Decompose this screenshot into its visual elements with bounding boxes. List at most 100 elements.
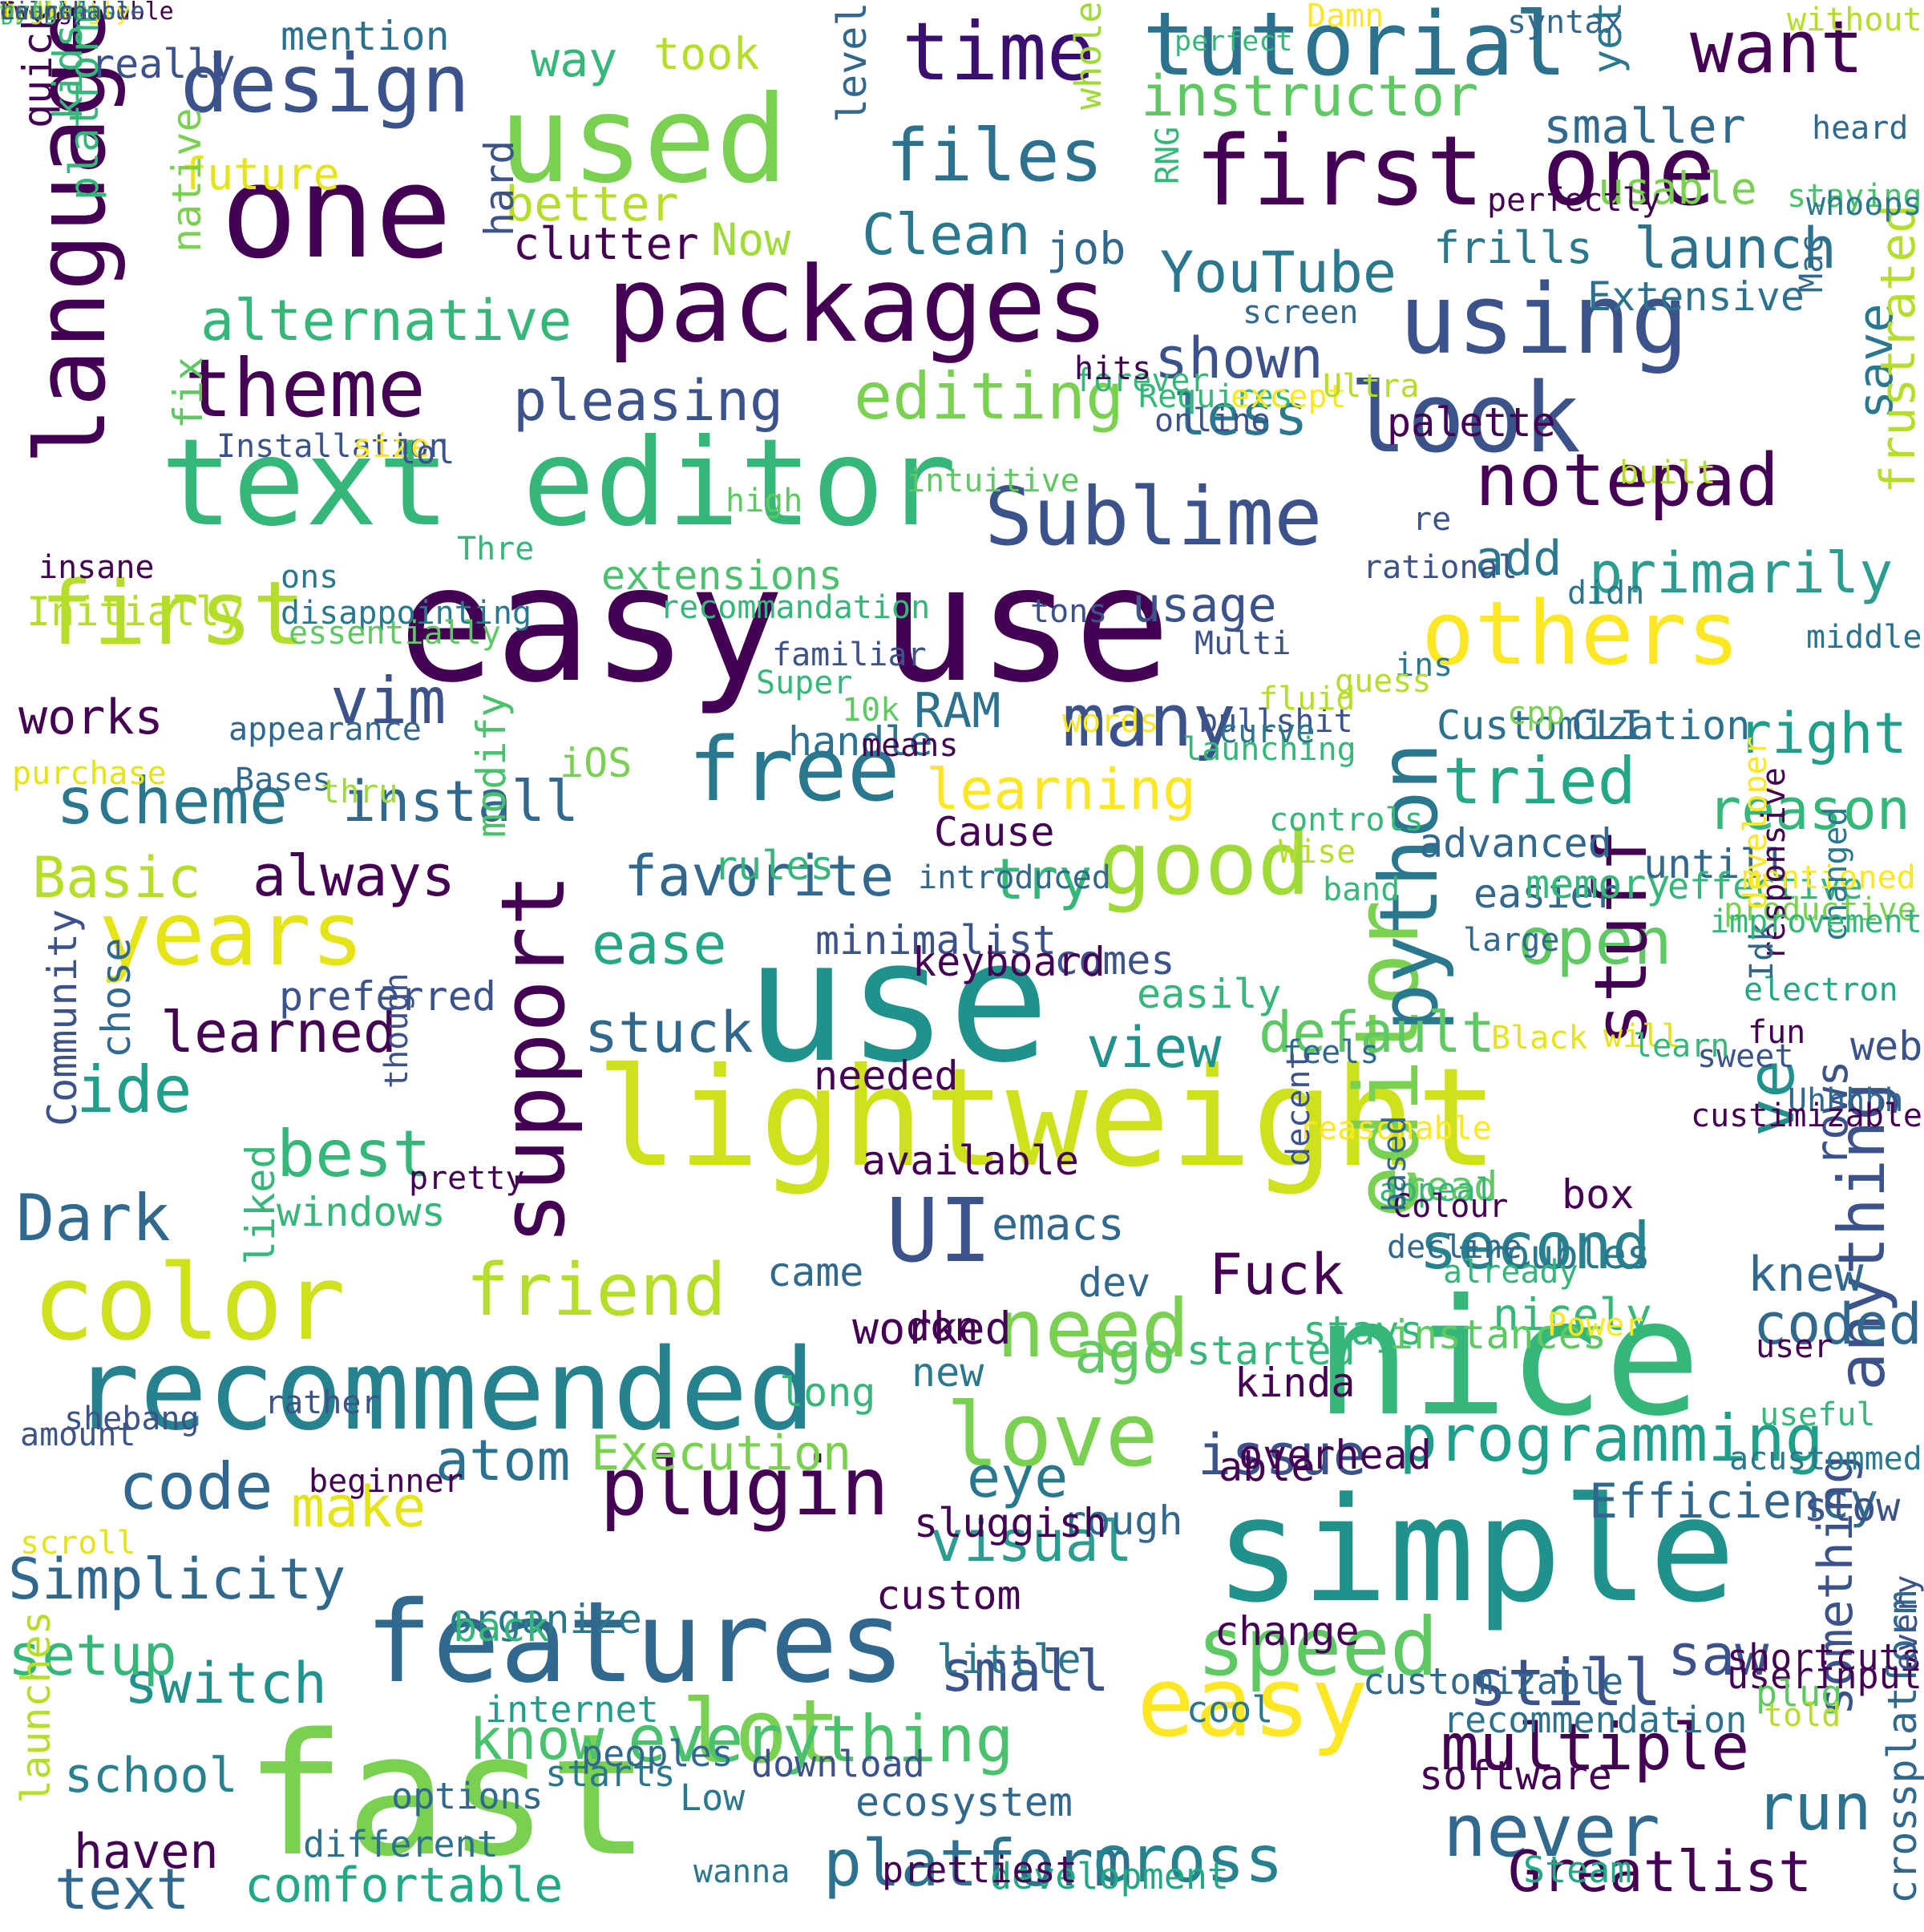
word-customizable-188: customizable bbox=[1363, 1660, 1624, 1703]
word-execution-113: Execution bbox=[591, 1425, 852, 1481]
word-using-23: using bbox=[1399, 265, 1689, 376]
word-years-20: years bbox=[99, 883, 365, 985]
word-really-127: really bbox=[91, 41, 236, 87]
word-text-editor-4: text editor bbox=[160, 414, 957, 553]
word-requires-232: Requires bbox=[1138, 378, 1293, 415]
word-without-239: without bbox=[1787, 2, 1922, 38]
word-appearance-218: appearance bbox=[228, 711, 422, 748]
word-thre-228: Thre bbox=[457, 531, 535, 568]
word-near-326: near bbox=[0, 0, 59, 26]
word-instructor-101: instructor bbox=[1141, 63, 1479, 129]
word-minimalist-137: minimalist bbox=[815, 917, 1057, 964]
word-launches-190: launches bbox=[13, 1611, 59, 1804]
word-comfortable-111: comfortable bbox=[245, 1857, 564, 1914]
word-running-307: running bbox=[0, 0, 102, 26]
word-used-12: used bbox=[499, 71, 789, 210]
word-many-47: many bbox=[1062, 679, 1236, 763]
word-job-129: job bbox=[1046, 223, 1126, 274]
word-default-67: default bbox=[1259, 1000, 1496, 1065]
word-userinput-196: userinput bbox=[1727, 1655, 1922, 1697]
word-nicely-136: nicely bbox=[1493, 1289, 1652, 1340]
word-small-82: small bbox=[940, 1639, 1110, 1704]
word-acustommed-301: acustommed bbox=[1729, 1441, 1922, 1477]
word-size-226: size bbox=[353, 428, 430, 465]
word-dev-149: dev bbox=[1078, 1259, 1151, 1306]
word-bug-311: bug bbox=[0, 0, 44, 26]
word-knew-85: knew bbox=[1748, 1247, 1864, 1303]
word-real-321: real bbox=[0, 0, 59, 26]
word-long-153: long bbox=[779, 1369, 876, 1416]
word-level-208: level bbox=[829, 2, 875, 123]
word-cli-164: CLI bbox=[1571, 702, 1644, 749]
word-text-78: text bbox=[55, 1857, 190, 1922]
word-development-180: development bbox=[990, 1855, 1230, 1898]
word-less-105: less bbox=[1173, 382, 1308, 448]
word-pretty-215: pretty bbox=[409, 1160, 525, 1197]
word-bother-327: bother bbox=[0, 0, 87, 26]
word-usable-131: usable bbox=[1598, 163, 1757, 214]
word-hits-246: hits bbox=[1074, 350, 1152, 387]
word-perfectly-243: perfectly bbox=[1487, 182, 1661, 219]
word-already-297: already bbox=[1443, 1254, 1578, 1291]
word-outside-308: outside bbox=[0, 0, 102, 26]
word-even-317: even bbox=[0, 0, 59, 26]
word-black-287: Black bbox=[1491, 1020, 1588, 1057]
word-ios-160: iOS bbox=[560, 740, 633, 786]
word-launching-258: launching bbox=[1182, 731, 1356, 768]
word-program-329: program bbox=[0, 0, 102, 26]
word-ago-88: ago bbox=[1074, 1320, 1176, 1386]
word-ins-254: ins bbox=[1395, 647, 1453, 684]
word-switch-61: switch bbox=[124, 1651, 327, 1716]
word-simply-313: Simply bbox=[0, 0, 87, 26]
word-thru-220: thru bbox=[321, 774, 398, 810]
word-instantly-325: instantly bbox=[0, 0, 131, 26]
word-free-21: free bbox=[688, 718, 900, 821]
word-design-32: design bbox=[180, 37, 471, 131]
word-lot-34: lot bbox=[681, 1680, 841, 1783]
word-band-272: band bbox=[1323, 871, 1401, 908]
word-user-299: user bbox=[1756, 1328, 1833, 1365]
word-saw-83: saw bbox=[1667, 1623, 1769, 1688]
word-kinda-171: kinda bbox=[1235, 1360, 1356, 1406]
word-god-305: God bbox=[0, 0, 44, 26]
word-windows-117: windows bbox=[277, 1189, 446, 1235]
word-every-200: every bbox=[1888, 1574, 1924, 1671]
word-cursors-304: cursors bbox=[0, 0, 102, 26]
word-chose-121: chose bbox=[93, 937, 139, 1058]
word-ultra-247: Ultra bbox=[1323, 368, 1420, 405]
word-want-31: want bbox=[1690, 6, 1864, 90]
word-multiple-39: multiple bbox=[1441, 1710, 1750, 1784]
word-will-288: will bbox=[1603, 1018, 1681, 1055]
word-took-124: took bbox=[653, 28, 760, 79]
word-means-268: means bbox=[862, 727, 959, 764]
word-nice-2: nice bbox=[1315, 1265, 1701, 1452]
word-words-257: words bbox=[1062, 703, 1159, 740]
word-works-110: works bbox=[18, 689, 164, 746]
word-make-80: make bbox=[291, 1474, 426, 1540]
word-fun-281: fun bbox=[1748, 1014, 1806, 1051]
word-youtube-100: YouTube bbox=[1160, 240, 1397, 305]
word-extensions-118: extensions bbox=[601, 552, 843, 599]
word-shown-104: shown bbox=[1154, 325, 1324, 391]
word-others-16: others bbox=[1421, 582, 1740, 685]
word-feels-290: feels bbox=[1283, 1034, 1380, 1071]
word-decent-292: decent bbox=[1280, 1050, 1317, 1167]
word-decline-295: decline bbox=[1387, 1229, 1522, 1266]
word-beginner-212: beginner bbox=[309, 1463, 463, 1500]
word-right-97: right bbox=[1738, 701, 1907, 766]
word-started-150: started bbox=[1186, 1328, 1356, 1374]
word-scheme-53: scheme bbox=[56, 764, 288, 839]
word-ons-221: ons bbox=[281, 559, 339, 596]
word-use-1: use bbox=[746, 903, 1050, 1100]
word-coded-84: coded bbox=[1753, 1291, 1922, 1357]
word-uhhhhh-284: Uhhhhh bbox=[1788, 1082, 1904, 1119]
word-rng-244: RNG bbox=[1150, 126, 1186, 184]
word-10k-267: 10k bbox=[842, 692, 900, 729]
word-visual-81: visual bbox=[930, 1509, 1133, 1574]
word-eye-87: eye bbox=[967, 1445, 1069, 1510]
word-one-11: one bbox=[220, 137, 452, 287]
word-back-175: back bbox=[453, 1604, 550, 1651]
word-cause-138: Cause bbox=[934, 809, 1055, 855]
word-effective-274: effective bbox=[1667, 865, 1863, 907]
